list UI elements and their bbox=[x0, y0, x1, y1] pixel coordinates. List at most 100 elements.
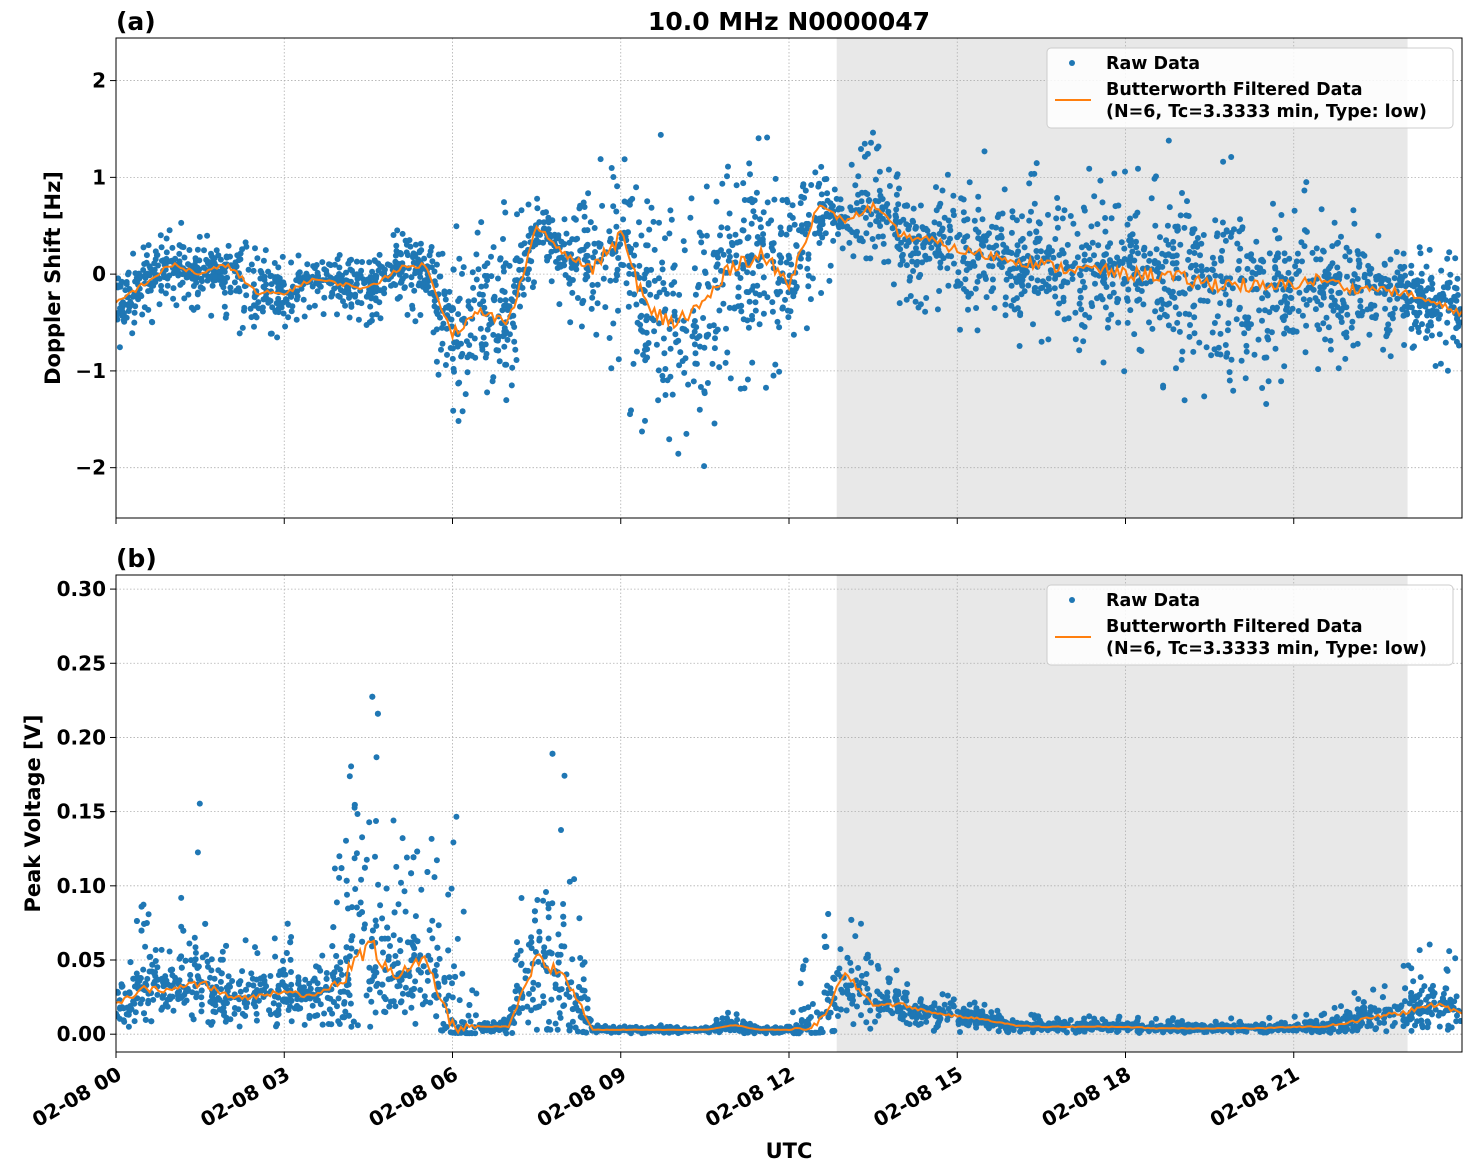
raw-data-point bbox=[448, 885, 455, 892]
raw-data-point bbox=[864, 150, 871, 157]
raw-data-point bbox=[1442, 297, 1449, 304]
raw-data-point bbox=[241, 307, 247, 314]
raw-data-point bbox=[1440, 990, 1447, 997]
raw-data-point bbox=[1121, 368, 1128, 375]
panel-label: (a) bbox=[116, 7, 156, 36]
raw-data-point bbox=[581, 959, 588, 966]
raw-data-point bbox=[653, 293, 660, 300]
raw-data-point bbox=[231, 1005, 238, 1011]
raw-data-point bbox=[334, 256, 341, 263]
raw-data-point bbox=[690, 378, 697, 385]
raw-data-point bbox=[267, 330, 274, 337]
raw-data-point bbox=[391, 264, 398, 270]
raw-data-point bbox=[689, 333, 696, 340]
raw-data-point bbox=[737, 275, 744, 281]
raw-data-point bbox=[1176, 328, 1183, 335]
raw-data-point bbox=[488, 273, 495, 280]
raw-data-point bbox=[903, 202, 910, 209]
raw-data-point bbox=[275, 301, 282, 308]
raw-data-point bbox=[1447, 271, 1454, 278]
raw-data-point bbox=[1013, 279, 1020, 285]
raw-data-point bbox=[518, 242, 524, 249]
raw-data-point bbox=[1354, 275, 1361, 282]
raw-data-point bbox=[1237, 216, 1243, 223]
raw-data-point bbox=[626, 290, 633, 296]
raw-data-point bbox=[1249, 269, 1256, 276]
raw-data-point bbox=[1107, 258, 1114, 265]
raw-data-point bbox=[1236, 228, 1243, 235]
raw-data-point bbox=[599, 202, 606, 209]
raw-data-point bbox=[670, 264, 677, 271]
raw-data-point bbox=[900, 216, 907, 223]
raw-data-point bbox=[922, 252, 929, 259]
raw-data-point bbox=[437, 314, 443, 321]
raw-data-point bbox=[1354, 340, 1361, 347]
raw-data-point bbox=[749, 359, 756, 366]
raw-data-point bbox=[580, 297, 587, 304]
raw-data-point bbox=[772, 361, 779, 368]
raw-data-point bbox=[1375, 232, 1382, 239]
raw-data-point bbox=[643, 313, 650, 320]
raw-data-point bbox=[1192, 240, 1199, 246]
raw-data-point bbox=[1209, 254, 1216, 261]
raw-data-point bbox=[176, 242, 183, 249]
raw-data-point bbox=[381, 285, 388, 292]
raw-data-point bbox=[1226, 377, 1233, 384]
raw-data-point bbox=[1278, 212, 1285, 218]
raw-data-point bbox=[1327, 337, 1334, 344]
raw-data-point bbox=[982, 273, 989, 280]
raw-data-point bbox=[1276, 235, 1283, 242]
raw-data-point bbox=[757, 262, 764, 269]
raw-data-point bbox=[1386, 296, 1393, 303]
raw-data-point bbox=[265, 268, 272, 275]
raw-data-point bbox=[958, 195, 965, 202]
raw-data-point bbox=[116, 344, 123, 351]
raw-data-point bbox=[974, 278, 981, 285]
legend-label-line: Butterworth Filtered Data bbox=[1106, 80, 1363, 100]
raw-data-point bbox=[207, 998, 214, 1005]
raw-data-point bbox=[1423, 263, 1430, 270]
raw-data-point bbox=[1293, 328, 1300, 335]
raw-data-point bbox=[1051, 285, 1058, 292]
raw-data-point bbox=[251, 323, 257, 330]
raw-data-point bbox=[1115, 202, 1122, 209]
raw-data-point bbox=[528, 227, 535, 234]
raw-data-point bbox=[275, 295, 282, 302]
raw-data-point bbox=[1135, 1014, 1141, 1021]
raw-data-point bbox=[1233, 316, 1240, 323]
raw-data-point bbox=[802, 957, 809, 964]
raw-data-point bbox=[1185, 256, 1192, 263]
raw-data-point bbox=[412, 241, 419, 248]
raw-data-point bbox=[1394, 295, 1401, 302]
raw-data-point bbox=[816, 180, 823, 187]
raw-data-point bbox=[1263, 354, 1270, 361]
raw-data-point bbox=[152, 248, 159, 255]
raw-data-point bbox=[931, 219, 938, 226]
raw-data-point bbox=[335, 995, 342, 1002]
raw-data-point bbox=[875, 1012, 882, 1019]
raw-data-point bbox=[1300, 296, 1307, 303]
raw-data-point bbox=[972, 226, 979, 233]
raw-data-point bbox=[1350, 207, 1357, 214]
raw-data-point bbox=[1413, 310, 1420, 316]
raw-data-point bbox=[433, 961, 440, 968]
raw-data-point bbox=[800, 963, 807, 970]
raw-data-point bbox=[1429, 280, 1436, 287]
raw-data-point bbox=[194, 264, 201, 271]
raw-data-point bbox=[502, 209, 509, 216]
raw-data-point bbox=[392, 953, 399, 959]
raw-data-point bbox=[1146, 319, 1152, 326]
raw-data-point bbox=[827, 262, 834, 269]
raw-data-point bbox=[293, 296, 300, 303]
raw-data-point bbox=[520, 291, 527, 298]
raw-data-point bbox=[158, 287, 165, 294]
raw-data-point bbox=[326, 261, 332, 268]
raw-data-point bbox=[223, 311, 230, 318]
raw-data-point bbox=[1219, 247, 1226, 254]
raw-data-point bbox=[996, 261, 1003, 268]
raw-data-point bbox=[314, 288, 321, 295]
raw-data-point bbox=[288, 1018, 295, 1025]
raw-data-point bbox=[917, 1020, 924, 1027]
raw-data-point bbox=[117, 305, 123, 312]
raw-data-point bbox=[481, 304, 488, 311]
